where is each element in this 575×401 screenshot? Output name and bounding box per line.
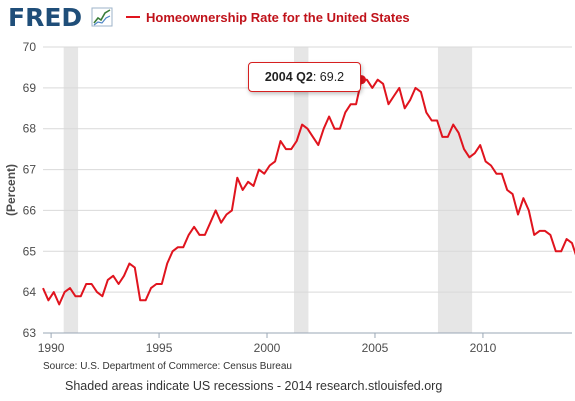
fred-logo-text: FRED <box>8 3 82 31</box>
chart-header: FRED Homeownership Rate for the United S… <box>0 0 575 34</box>
x-tick-label: 2000 <box>254 341 281 355</box>
x-tick-label: 2010 <box>470 341 497 355</box>
legend-label: Homeownership Rate for the United States <box>146 9 410 25</box>
line-chart: 63 64 65 66 67 68 69 70 1990 1995 2000 2005 2010 (P… <box>4 40 575 355</box>
y-tick-label: 66 <box>23 203 37 217</box>
series-layer <box>42 78 575 306</box>
y-tick-label: 65 <box>23 244 37 258</box>
chart-legend: Homeownership Rate for the United States <box>126 8 410 26</box>
y-tick-label: 64 <box>23 285 37 299</box>
source-note: Source: U.S. Department of Commerce: Cen… <box>43 361 292 372</box>
y-tick-label: 67 <box>23 163 37 177</box>
x-tick-label: 1995 <box>146 341 173 355</box>
tooltip-period: 2004 Q2 <box>264 70 313 84</box>
y-tick-label: 68 <box>23 122 37 136</box>
recession-footnote: Shaded areas indicate US recessions - 20… <box>65 379 443 393</box>
y-axis-ticks: 63 64 65 66 67 68 69 70 <box>23 40 37 340</box>
recession-band <box>63 47 79 333</box>
x-axis-ticks: 1990 1995 2000 2005 2010 <box>38 333 497 355</box>
fred-logo[interactable]: FRED <box>8 3 118 31</box>
recession-bands <box>63 47 473 333</box>
hover-tooltip: 2004 Q2: 69.2 <box>248 62 361 92</box>
series-line <box>42 78 575 306</box>
tooltip-separator: : <box>312 70 317 84</box>
y-tick-label: 69 <box>23 81 37 95</box>
tooltip-value: 69.2 <box>319 70 345 84</box>
y-axis-title: (Percent) <box>4 164 18 216</box>
legend-line-swatch <box>126 16 140 18</box>
fred-sparkline-icon <box>91 7 113 27</box>
x-tick-label: 2005 <box>362 341 389 355</box>
recession-band <box>294 47 309 333</box>
recession-band <box>437 47 473 333</box>
x-tick-label: 1990 <box>38 341 65 355</box>
y-tick-label: 70 <box>23 40 37 54</box>
y-tick-label: 63 <box>23 326 37 340</box>
